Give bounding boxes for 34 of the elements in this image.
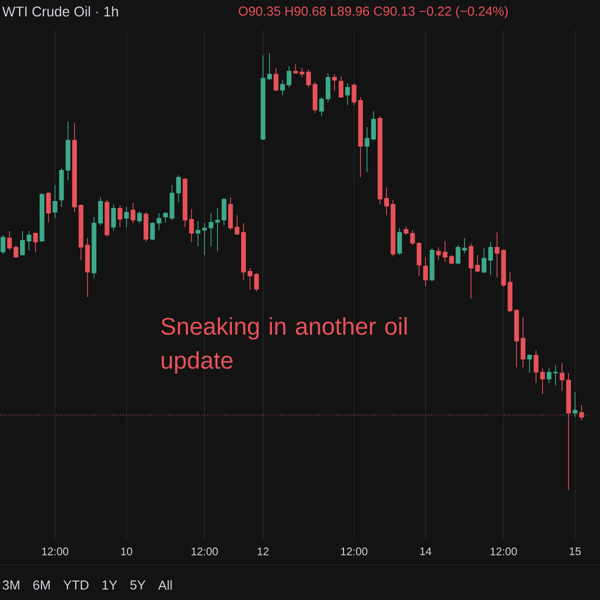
candlestick	[52, 184, 58, 219]
candlestick	[124, 206, 129, 228]
candlestick	[33, 232, 38, 252]
candlestick	[130, 202, 136, 224]
x-tick-label: 12:00	[490, 548, 517, 556]
x-tick-label: 15	[570, 548, 581, 556]
chart-subtitle: O90.35 H90.68 L89.96 C90.13 −0.22 (−0.24%)	[238, 6, 508, 18]
candlestick	[397, 228, 402, 256]
text: 5Y	[130, 580, 146, 590]
text: YTD	[63, 580, 88, 590]
candlestick	[111, 204, 116, 232]
candlestick	[332, 74, 337, 92]
candlestick	[572, 392, 578, 418]
candlestick	[46, 192, 51, 223]
x-tick-label: 10	[121, 548, 132, 556]
candlestick	[345, 82, 350, 106]
x-tick-label: 12:00	[192, 548, 218, 556]
candlestick	[0, 234, 6, 255]
x-tick-label: 12:00	[341, 548, 368, 556]
x-tick-label: 12:00	[42, 548, 68, 556]
candlestick	[274, 68, 278, 92]
candlestick	[137, 210, 142, 224]
candlestick	[423, 256, 428, 286]
x-tick-label: 12	[258, 548, 269, 556]
candlestick	[527, 354, 532, 374]
text: All	[158, 580, 172, 590]
text: 1Y	[102, 580, 118, 590]
annotation: Sneaking in another oil update	[161, 317, 407, 374]
text: 3M	[2, 580, 20, 590]
text: 6M	[33, 580, 50, 590]
x-tick-label: 14	[420, 548, 432, 556]
candlestick	[118, 204, 122, 228]
candlestick	[338, 76, 344, 98]
chart-title: WTI Crude Oil · 1h	[2, 6, 118, 16]
